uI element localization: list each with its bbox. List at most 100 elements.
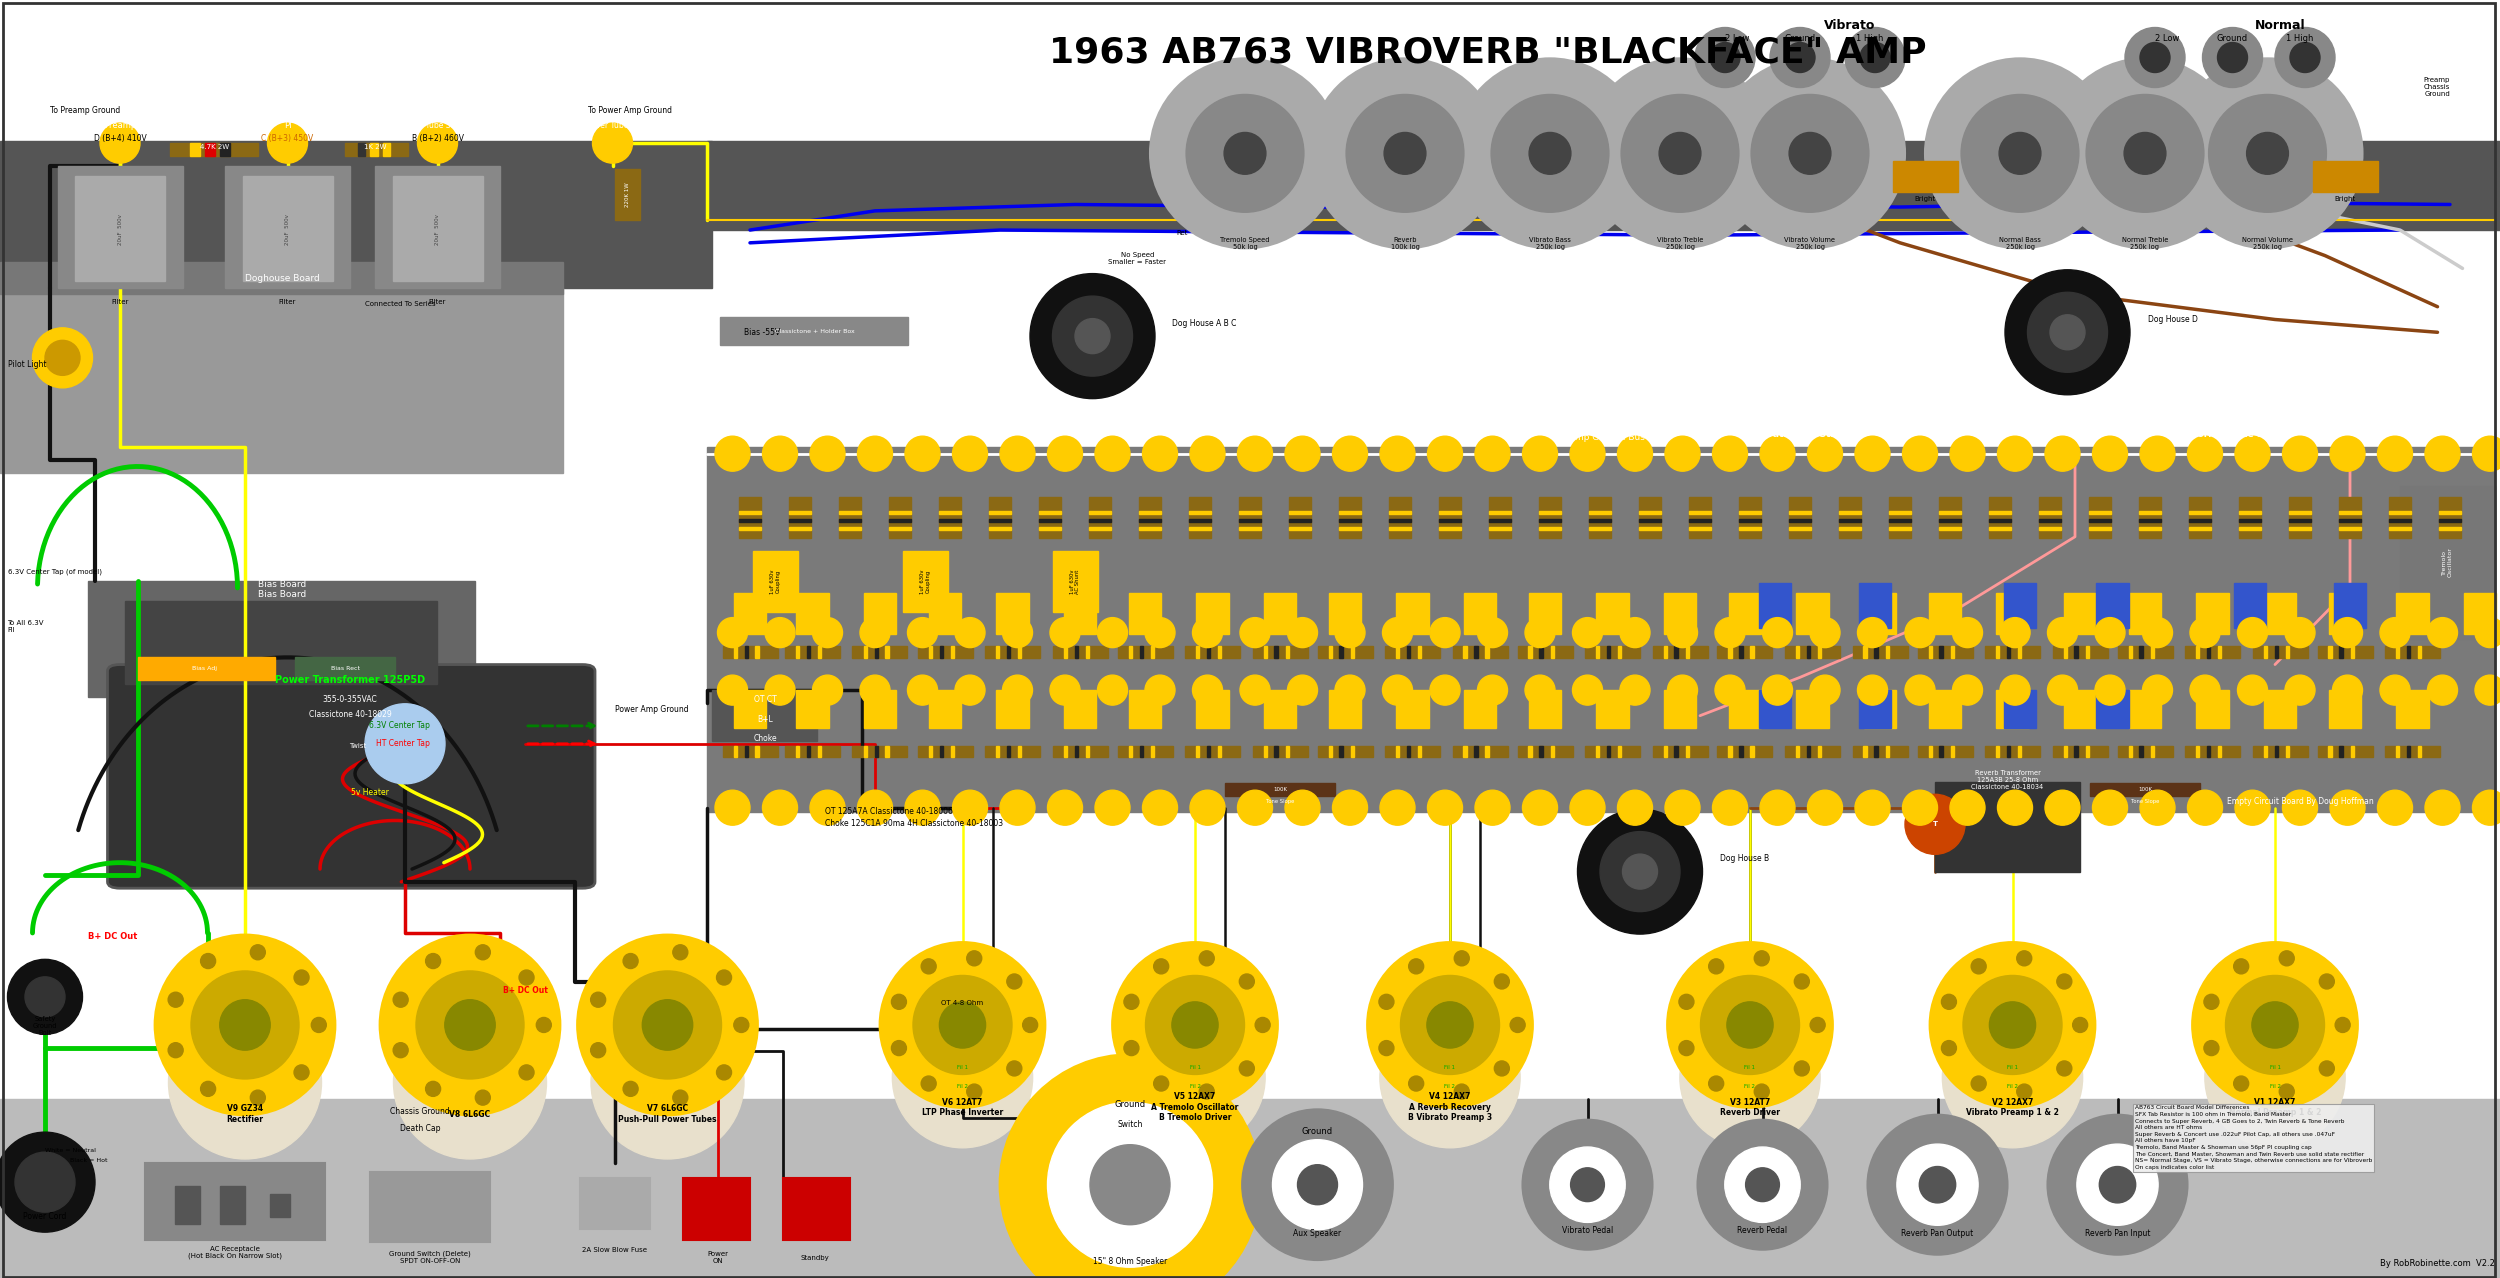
Ellipse shape xyxy=(1713,790,1748,826)
Ellipse shape xyxy=(1008,1061,1022,1076)
Ellipse shape xyxy=(1048,436,1082,472)
Ellipse shape xyxy=(1725,1148,1800,1222)
Bar xyxy=(1727,647,1732,658)
Bar xyxy=(720,317,908,345)
Ellipse shape xyxy=(920,1076,935,1091)
Bar xyxy=(2390,519,2410,521)
Text: Filter: Filter xyxy=(112,299,128,304)
Bar xyxy=(790,497,810,538)
Bar xyxy=(295,657,395,680)
Bar xyxy=(1998,593,2030,634)
Bar xyxy=(1930,593,1962,634)
Ellipse shape xyxy=(672,944,688,960)
Bar xyxy=(1790,519,1810,521)
Ellipse shape xyxy=(1998,790,2032,826)
Ellipse shape xyxy=(1272,1140,1362,1229)
Ellipse shape xyxy=(2140,790,2175,826)
Bar xyxy=(990,511,1010,514)
Ellipse shape xyxy=(1902,790,1938,826)
Ellipse shape xyxy=(810,790,845,826)
Bar xyxy=(1390,497,1412,538)
Bar xyxy=(940,746,942,757)
Ellipse shape xyxy=(1098,675,1128,705)
Ellipse shape xyxy=(475,944,490,960)
Bar xyxy=(1198,690,1230,728)
Ellipse shape xyxy=(1713,436,1748,472)
Bar xyxy=(1195,746,1200,757)
Bar xyxy=(818,647,822,658)
Ellipse shape xyxy=(2072,1017,2088,1033)
Bar xyxy=(1718,647,1772,658)
Ellipse shape xyxy=(2095,675,2125,705)
Ellipse shape xyxy=(1845,28,1905,87)
Bar xyxy=(1128,647,1132,658)
Bar xyxy=(930,593,960,634)
Bar xyxy=(1290,511,1312,514)
Bar xyxy=(735,690,765,728)
Bar xyxy=(712,690,818,741)
Ellipse shape xyxy=(2472,790,2500,826)
Bar xyxy=(1118,746,1172,757)
Bar xyxy=(2330,690,2360,728)
Ellipse shape xyxy=(1427,1002,1472,1048)
Ellipse shape xyxy=(1495,1061,1510,1076)
Ellipse shape xyxy=(1550,1148,1625,1222)
Text: Twist: Twist xyxy=(350,744,365,749)
Text: 1 High: 1 High xyxy=(1858,33,1882,43)
Ellipse shape xyxy=(1808,436,1842,472)
Ellipse shape xyxy=(1400,975,1500,1075)
Bar xyxy=(1940,528,1962,530)
Bar xyxy=(190,143,200,156)
Ellipse shape xyxy=(1430,675,1460,705)
Ellipse shape xyxy=(365,704,445,783)
Bar xyxy=(1140,497,1160,538)
Bar xyxy=(918,746,972,757)
Bar xyxy=(1685,647,1690,658)
Text: Filter: Filter xyxy=(280,299,295,304)
Ellipse shape xyxy=(1668,617,1698,648)
Ellipse shape xyxy=(1715,59,1905,248)
Bar xyxy=(1340,497,1362,538)
Text: 1K 2W: 1K 2W xyxy=(365,144,385,150)
Bar xyxy=(755,647,760,658)
Bar xyxy=(1675,647,1678,658)
Bar xyxy=(1608,746,1610,757)
Ellipse shape xyxy=(312,1017,328,1033)
Bar xyxy=(2075,746,2078,757)
Ellipse shape xyxy=(1622,854,1658,889)
Text: Normal Tone Stack: Normal Tone Stack xyxy=(2190,429,2285,440)
Text: Vibrato Volume
250k log: Vibrato Volume 250k log xyxy=(1785,238,1835,250)
Ellipse shape xyxy=(920,958,935,974)
Ellipse shape xyxy=(1902,436,1938,472)
Text: Vibrato: Vibrato xyxy=(1825,19,1875,32)
Bar xyxy=(1085,746,1090,757)
Ellipse shape xyxy=(1335,617,1365,648)
Bar xyxy=(1275,647,1278,658)
Ellipse shape xyxy=(1225,133,1265,174)
Ellipse shape xyxy=(2028,293,2108,372)
Bar xyxy=(1265,690,1298,728)
Ellipse shape xyxy=(1152,958,1168,974)
Bar xyxy=(1852,746,1908,757)
Bar xyxy=(1790,497,1810,538)
Ellipse shape xyxy=(612,971,722,1079)
Text: Ground: Ground xyxy=(1302,1126,1332,1136)
Bar xyxy=(1407,746,1410,757)
Bar xyxy=(1940,511,1962,514)
Ellipse shape xyxy=(955,617,985,648)
Ellipse shape xyxy=(2045,790,2080,826)
Ellipse shape xyxy=(45,340,80,376)
Text: Fil 1: Fil 1 xyxy=(2008,1065,2018,1070)
Ellipse shape xyxy=(1490,95,1610,212)
Bar xyxy=(2395,593,2430,634)
Ellipse shape xyxy=(168,992,182,1007)
Ellipse shape xyxy=(762,790,798,826)
Ellipse shape xyxy=(1762,617,1792,648)
Bar xyxy=(2340,519,2360,521)
Text: Connected To Series: Connected To Series xyxy=(365,302,435,307)
Bar xyxy=(1795,647,1800,658)
Bar xyxy=(1795,593,1830,634)
Ellipse shape xyxy=(520,1065,535,1080)
Bar xyxy=(1740,511,1760,514)
Ellipse shape xyxy=(2125,28,2185,87)
